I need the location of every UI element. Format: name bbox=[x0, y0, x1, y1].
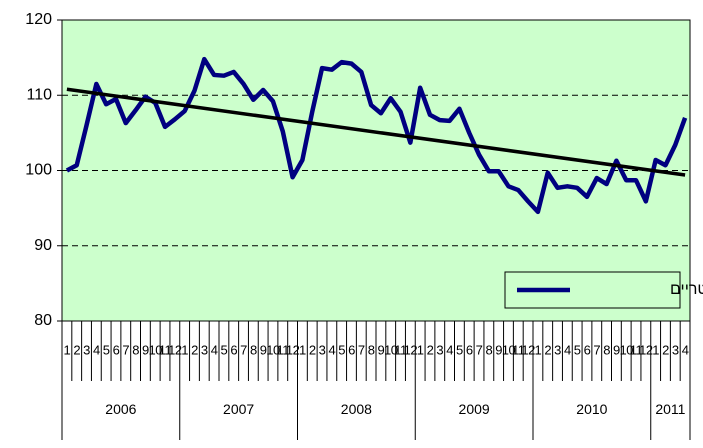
x-tick-label: 2 bbox=[191, 342, 198, 357]
x-tick-label: 7 bbox=[240, 342, 247, 357]
x-tick-label: 8 bbox=[368, 342, 375, 357]
year-label: 2008 bbox=[341, 401, 372, 417]
x-tick-label: 11 bbox=[394, 342, 407, 357]
x-tick-label: 6 bbox=[584, 342, 591, 357]
x-tick-label: 9 bbox=[495, 342, 502, 357]
x-tick-label: 4 bbox=[211, 342, 218, 357]
year-label: 2010 bbox=[576, 401, 607, 417]
x-tick-label: 2 bbox=[544, 342, 551, 357]
x-tick-label: 11 bbox=[512, 342, 525, 357]
x-tick-label: 4 bbox=[682, 342, 689, 357]
x-tick-label: 9 bbox=[142, 342, 149, 357]
x-tick-label: 7 bbox=[358, 342, 365, 357]
x-tick-label: 2 bbox=[73, 342, 80, 357]
x-tick-label: 4 bbox=[93, 342, 100, 357]
x-tick-label: 11 bbox=[277, 342, 290, 357]
x-tick-label: 2 bbox=[427, 342, 434, 357]
legend-label: דגים טריים bbox=[670, 281, 703, 298]
x-tick-label: 8 bbox=[603, 342, 610, 357]
x-tick-label: 2 bbox=[662, 342, 669, 357]
x-tick-label: 4 bbox=[328, 342, 335, 357]
x-tick-label: 6 bbox=[466, 342, 473, 357]
y-tick-label: 120 bbox=[25, 11, 52, 28]
x-tick-label: 8 bbox=[250, 342, 257, 357]
x-tick-label: 5 bbox=[221, 342, 228, 357]
x-tick-label: 4 bbox=[446, 342, 453, 357]
year-label: 2009 bbox=[459, 401, 490, 417]
year-label: 2011 bbox=[655, 401, 685, 417]
x-tick-label: 5 bbox=[103, 342, 110, 357]
x-tick-label: 9 bbox=[613, 342, 620, 357]
x-tick-label: 6 bbox=[230, 342, 237, 357]
x-tick-label: 9 bbox=[378, 342, 385, 357]
x-tick-label: 1 bbox=[535, 342, 542, 357]
x-tick-label: 5 bbox=[338, 342, 345, 357]
x-tick-label: 11 bbox=[630, 342, 643, 357]
x-tick-label: 1 bbox=[64, 342, 71, 357]
x-tick-label: 3 bbox=[672, 342, 679, 357]
x-tick-label: 3 bbox=[83, 342, 90, 357]
x-tick-label: 1 bbox=[417, 342, 424, 357]
x-tick-label: 5 bbox=[456, 342, 463, 357]
x-tick-label: 10 bbox=[148, 342, 162, 357]
x-tick-label: 12 bbox=[639, 342, 653, 357]
y-tick-label: 80 bbox=[34, 312, 52, 329]
x-tick-label: 1 bbox=[299, 342, 306, 357]
y-tick-label: 100 bbox=[25, 162, 52, 179]
x-tick-label: 3 bbox=[201, 342, 208, 357]
x-tick-label: 3 bbox=[436, 342, 443, 357]
year-label: 2007 bbox=[223, 401, 254, 417]
x-tick-label: 2 bbox=[309, 342, 316, 357]
data-line bbox=[65, 56, 688, 215]
x-tick-label: 9 bbox=[260, 342, 267, 357]
trend-line bbox=[66, 87, 686, 177]
x-tick-label: 6 bbox=[348, 342, 355, 357]
x-tick-label: 10 bbox=[502, 342, 516, 357]
x-tick-label: 3 bbox=[319, 342, 326, 357]
x-tick-label: 12 bbox=[168, 342, 182, 357]
x-tick-label: 3 bbox=[554, 342, 561, 357]
x-tick-label: 10 bbox=[266, 342, 280, 357]
x-tick-label: 10 bbox=[384, 342, 398, 357]
x-tick-label: 5 bbox=[574, 342, 581, 357]
x-tick-label: 1 bbox=[652, 342, 659, 357]
x-tick-label: 7 bbox=[122, 342, 129, 357]
x-tick-label: 6 bbox=[113, 342, 120, 357]
y-tick-label: 90 bbox=[34, 237, 52, 254]
x-tick-label: 1 bbox=[181, 342, 188, 357]
y-tick-label: 110 bbox=[26, 86, 52, 103]
x-tick-label: 8 bbox=[485, 342, 492, 357]
x-tick-label: 12 bbox=[404, 342, 418, 357]
x-tick-label: 4 bbox=[564, 342, 571, 357]
x-tick-label: 12 bbox=[286, 342, 300, 357]
x-tick-label: 7 bbox=[476, 342, 483, 357]
x-tick-label: 11 bbox=[159, 342, 172, 357]
x-tick-label: 12 bbox=[521, 342, 535, 357]
x-tick-label: 7 bbox=[593, 342, 600, 357]
x-tick-label: 8 bbox=[132, 342, 139, 357]
x-tick-label: 10 bbox=[619, 342, 633, 357]
year-label: 2006 bbox=[105, 401, 136, 417]
